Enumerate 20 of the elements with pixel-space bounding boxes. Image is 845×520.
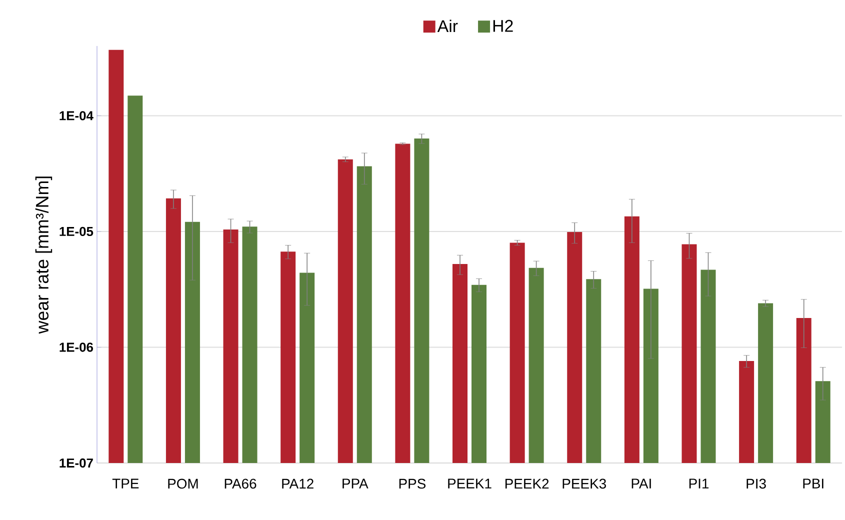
x-tick-label: POM	[168, 478, 198, 489]
y-tick-label: 1E-06	[60, 342, 94, 352]
x-tick-label: PA12	[282, 478, 314, 489]
x-tick-label: PEEK3	[562, 478, 606, 489]
y-tick-label: 1E-05	[60, 226, 94, 236]
x-tick-label: TPE	[112, 478, 139, 488]
y-tick-label: 1E-04	[60, 111, 94, 120]
x-tick-label: PI1	[689, 478, 709, 488]
y-axis-title: wear rate [mm³/Nm]	[35, 176, 52, 334]
legend-label: H2	[493, 20, 513, 32]
legend-label: Air	[437, 20, 458, 32]
x-tick-label: PPS	[399, 478, 426, 489]
y-tick-label: 1E-07	[60, 458, 93, 468]
x-tick-label: PAI	[632, 478, 651, 488]
x-tick-label: PI3	[746, 478, 766, 489]
x-tick-label: PBI	[803, 478, 824, 488]
x-tick-label: PEEK2	[505, 478, 549, 489]
x-tick-label: PEEK1	[448, 478, 492, 488]
x-tick-label: PA66	[224, 478, 256, 489]
x-tick-label: PPA	[342, 478, 368, 488]
